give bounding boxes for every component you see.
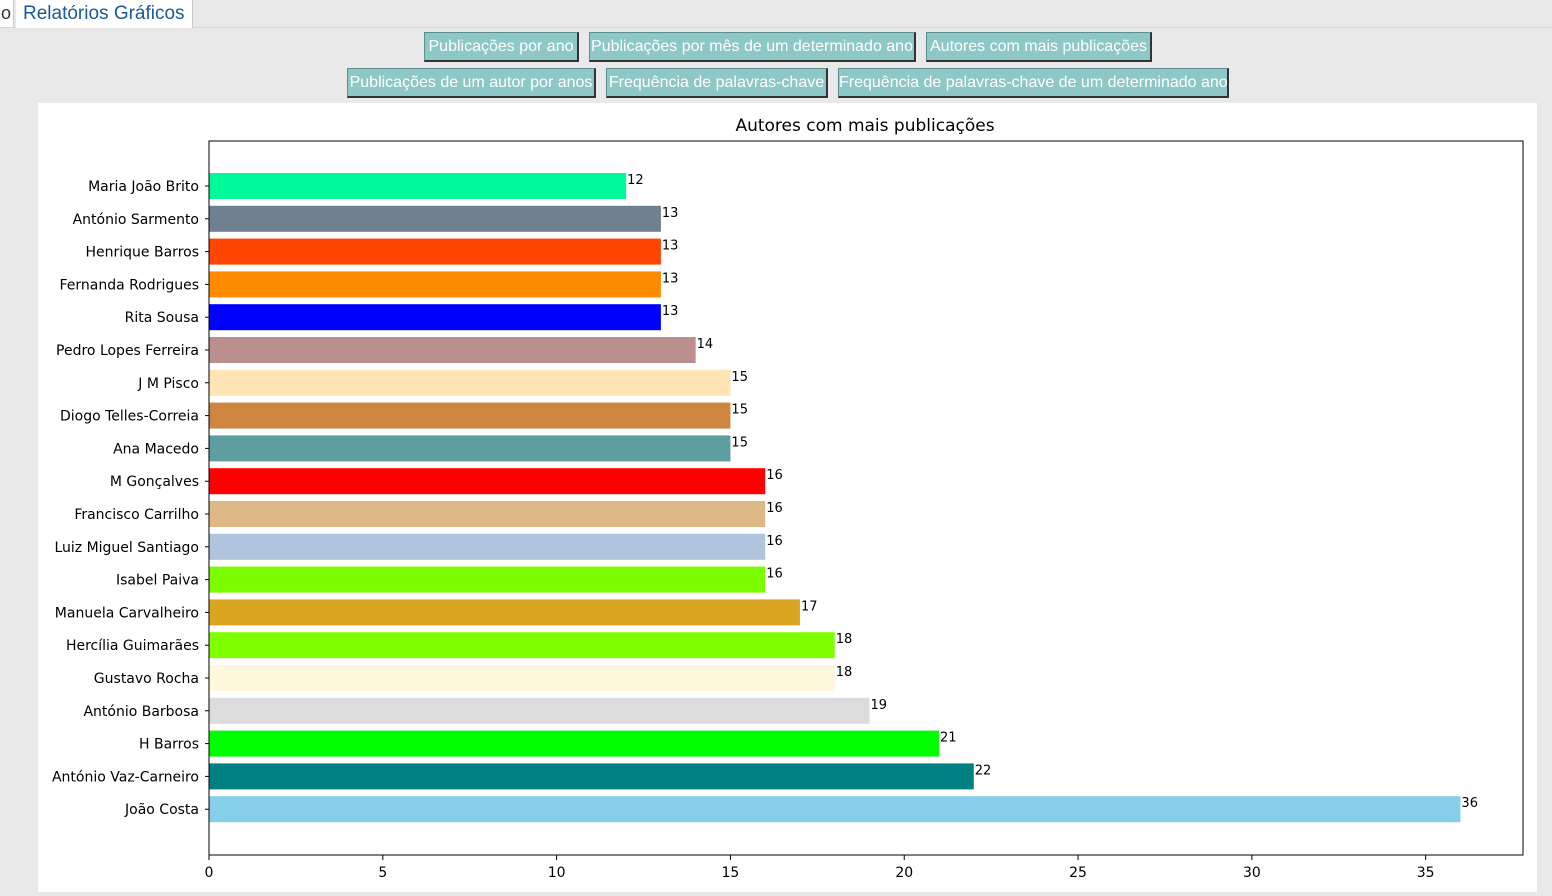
report-buttons-row-2: Publicações de um autor por anos Frequên… <box>0 68 1552 98</box>
bar-value-label: 15 <box>731 403 748 418</box>
bar-value-labels: 12 13 13 13 13 14 15 15 15 16 16 16 16 17 18 18 19 21 22 36 <box>627 173 1478 811</box>
y-tick-label: Maria João Brito <box>88 179 199 195</box>
autores-mais-publicacoes-button[interactable]: Autores com mais publicações <box>926 32 1152 62</box>
bar-value-label: 16 <box>766 501 783 516</box>
bar-1 <box>209 205 661 232</box>
y-tick-label: J M Pisco <box>137 376 199 392</box>
bar-11 <box>209 533 766 560</box>
frequencia-palavras-chave-button[interactable]: Frequência de palavras-chave <box>606 68 828 98</box>
y-tick-label: António Sarmento <box>73 212 199 228</box>
bar-value-label: 13 <box>662 206 679 221</box>
bar-0 <box>209 173 627 199</box>
bar-4 <box>209 304 661 331</box>
x-tick-label: 25 <box>1069 865 1087 881</box>
bar-value-label: 18 <box>836 665 853 680</box>
y-tick-label: Rita Sousa <box>125 310 199 326</box>
bar-value-label: 36 <box>1461 796 1478 811</box>
y-tick-label: Diogo Telles-Correia <box>60 409 199 425</box>
y-tick-label: Gustavo Rocha <box>94 671 199 687</box>
chart-title: Autores com mais publicações <box>735 116 994 136</box>
y-tick-label: Manuela Carvalheiro <box>55 605 199 621</box>
bar-value-label: 13 <box>662 304 679 319</box>
y-tick-label: Luiz Miguel Santiago <box>54 540 199 556</box>
y-tick-label: António Barbosa <box>83 704 199 720</box>
bar-15 <box>209 665 835 691</box>
bar-5 <box>209 337 696 363</box>
bar-value-label: 22 <box>975 763 992 778</box>
bar-value-label: 18 <box>836 632 853 647</box>
x-tick-label: 10 <box>548 865 566 881</box>
report-buttons-row-1: Publicações por ano Publicações por mês … <box>0 32 1552 62</box>
y-tick-label: Francisco Carrilho <box>74 507 199 523</box>
bar-19 <box>209 796 1461 823</box>
bar-value-label: 16 <box>766 534 783 549</box>
y-tick-label: Fernanda Rodrigues <box>59 277 199 293</box>
bar-chart: Autores com mais publicações Maria João … <box>52 116 1524 881</box>
bar-3 <box>209 271 661 298</box>
y-tick-label: H Barros <box>139 737 199 753</box>
bar-9 <box>209 468 766 495</box>
x-tick-label: 30 <box>1243 865 1261 881</box>
y-tick-label: M Gonçalves <box>110 474 199 490</box>
bar-value-label: 21 <box>940 731 957 746</box>
publicacoes-autor-por-anos-button[interactable]: Publicações de um autor por anos <box>347 68 596 98</box>
y-tick-label: Pedro Lopes Ferreira <box>56 343 199 359</box>
tab-previous[interactable]: o <box>0 0 14 27</box>
bar-8 <box>209 435 731 462</box>
y-tick-label: Henrique Barros <box>86 245 199 261</box>
tab-relatorios-graficos[interactable]: Relatórios Gráficos <box>16 0 193 28</box>
bar-16 <box>209 697 870 724</box>
bar-18 <box>209 763 974 790</box>
y-tick-label: João Costa <box>124 802 199 818</box>
tab-bar: o Relatórios Gráficos <box>0 0 1552 28</box>
x-axis-ticks: 0 5 10 15 20 25 30 35 <box>205 855 1435 881</box>
bar-value-label: 13 <box>662 271 679 286</box>
x-tick-label: 20 <box>895 865 913 881</box>
bar-17 <box>209 730 939 757</box>
bar-14 <box>209 632 835 659</box>
y-tick-labels: Maria João Brito António Sarmento Henrique… <box>52 179 209 818</box>
frequencia-palavras-chave-ano-button[interactable]: Frequência de palavras-chave de um deter… <box>838 68 1229 98</box>
bar-value-label: 12 <box>627 173 644 188</box>
chart-panel: Autores com mais publicações Maria João … <box>38 103 1537 892</box>
bar-value-label: 13 <box>662 239 679 254</box>
bar-value-label: 16 <box>766 468 783 483</box>
y-tick-label: Isabel Paiva <box>116 573 199 589</box>
bar-7 <box>209 402 731 429</box>
plot-frame <box>208 140 1524 856</box>
x-tick-label: 5 <box>378 865 387 881</box>
bar-value-label: 14 <box>697 337 714 352</box>
bar-value-label: 16 <box>766 567 783 582</box>
publicacoes-por-ano-button[interactable]: Publicações por ano <box>424 32 579 62</box>
bar-value-label: 15 <box>731 435 748 450</box>
y-tick-label: Ana Macedo <box>113 441 199 457</box>
bar-12 <box>209 566 766 593</box>
x-tick-label: 0 <box>205 865 214 881</box>
y-tick-label: Hercília Guimarães <box>66 638 199 654</box>
bar-value-label: 15 <box>731 370 748 385</box>
bar-13 <box>209 599 800 626</box>
bar-10 <box>209 501 766 527</box>
bar-value-label: 17 <box>801 599 818 614</box>
bar-value-label: 19 <box>870 698 887 713</box>
bar-2 <box>209 238 661 265</box>
bar-6 <box>209 369 731 396</box>
x-tick-label: 15 <box>722 865 740 881</box>
x-tick-label: 35 <box>1417 865 1435 881</box>
bars-group <box>209 173 1461 823</box>
y-tick-label: António Vaz-Carneiro <box>52 769 199 785</box>
publicacoes-por-mes-button[interactable]: Publicações por mês de um determinado an… <box>589 32 916 62</box>
